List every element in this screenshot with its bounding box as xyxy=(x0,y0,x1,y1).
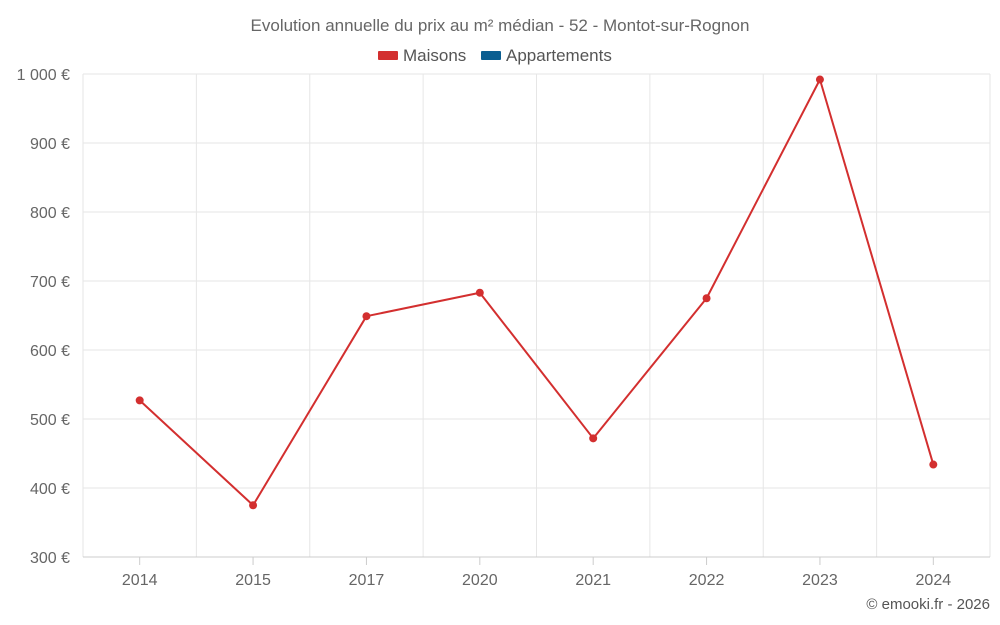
legend-swatch-appartements xyxy=(481,51,501,60)
x-tick-label: 2021 xyxy=(575,572,611,589)
y-tick-label: 400 € xyxy=(30,481,70,498)
x-tick-label: 2020 xyxy=(462,572,498,589)
x-tick-label: 2015 xyxy=(235,572,271,589)
legend-label-maisons[interactable]: Maisons xyxy=(403,46,466,65)
y-tick-label: 900 € xyxy=(30,136,70,153)
legend-swatch-maisons xyxy=(378,51,398,60)
chart-legend: Maisons Appartements xyxy=(378,46,612,65)
y-tick-label: 1 000 € xyxy=(17,67,70,84)
series-maisons xyxy=(135,75,938,510)
data-point xyxy=(249,501,258,510)
series-line-maisons xyxy=(139,78,935,507)
y-tick-label: 300 € xyxy=(30,550,70,567)
data-point xyxy=(929,460,938,469)
data-point xyxy=(815,75,824,84)
x-tick-label: 2014 xyxy=(122,572,158,589)
legend-label-appartements[interactable]: Appartements xyxy=(506,46,612,65)
data-point xyxy=(702,294,711,303)
grid-lines xyxy=(82,73,991,557)
data-point xyxy=(589,434,598,443)
y-axis: 300 € 400 € 500 € 600 € 700 € 800 € 900 € 1 000… xyxy=(17,67,70,567)
data-point xyxy=(135,396,144,405)
y-tick-label: 700 € xyxy=(30,274,70,291)
data-point xyxy=(475,288,484,297)
chart-title: Evolution annuelle du prix au m² médian … xyxy=(251,16,750,35)
y-tick-label: 800 € xyxy=(30,205,70,222)
x-tick-label: 2017 xyxy=(349,572,385,589)
x-axis: 2014 2015 2017 2020 2021 2022 2023 2024 xyxy=(83,556,990,589)
chart-credit: © emooki.fr - 2026 xyxy=(866,596,990,613)
x-tick-label: 2023 xyxy=(802,572,838,589)
x-tick-label: 2022 xyxy=(689,572,725,589)
y-tick-label: 600 € xyxy=(30,343,70,360)
x-tick-label: 2024 xyxy=(916,572,952,589)
y-tick-label: 500 € xyxy=(30,412,70,429)
data-point xyxy=(362,312,371,321)
